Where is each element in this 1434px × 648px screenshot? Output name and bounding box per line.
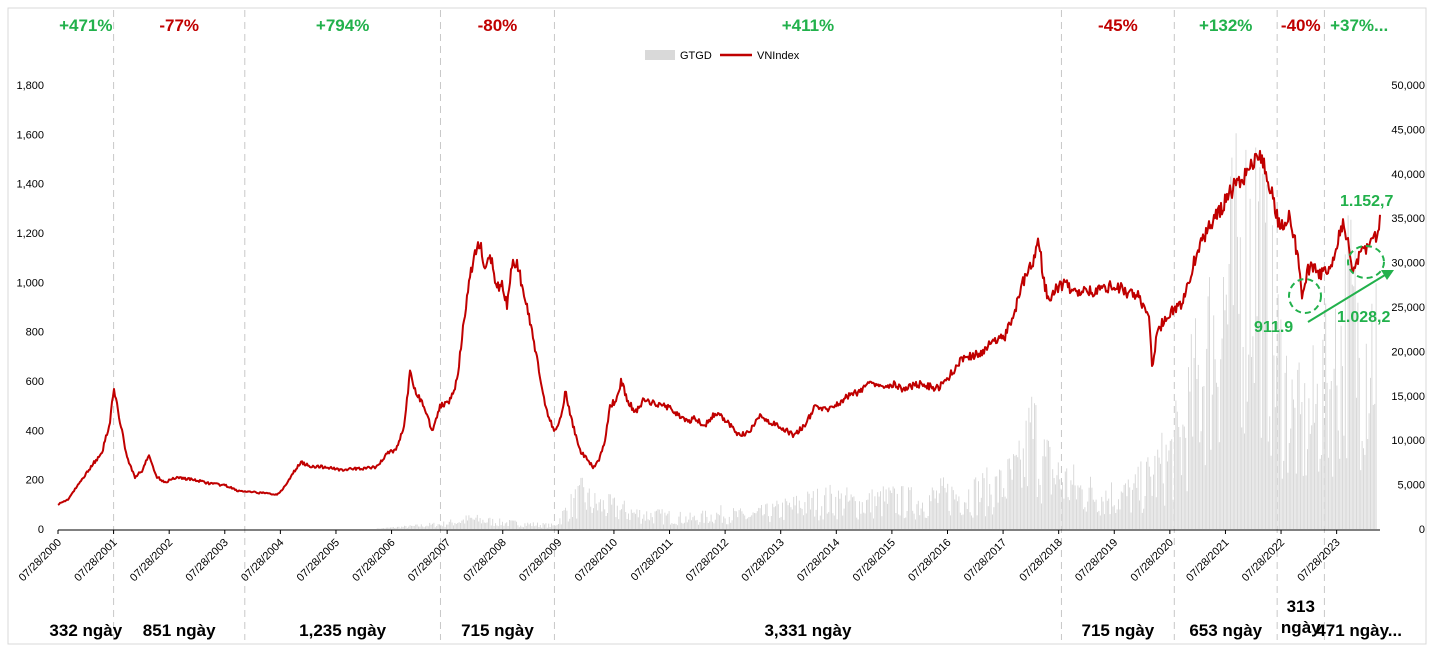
gtgd-bars [376, 133, 1377, 529]
x-axis-tick-label: 07/28/2008 [461, 537, 508, 584]
period-pct-label: +794% [316, 16, 369, 35]
x-axis-tick-label: 07/28/2002 [128, 537, 175, 584]
x-axis-tick-label: 07/28/2009 [517, 537, 564, 584]
x-axis-tick-label: 07/28/2000 [17, 537, 64, 584]
x-axis-tick-label: 07/28/2018 [1017, 537, 1064, 584]
period-days-label: 1,235 ngày [299, 621, 386, 640]
period-days-label: 715 ngày [461, 621, 534, 640]
period-pct-label: -80% [478, 16, 518, 35]
annotations: 1.152,7 911.9 1.028,2 [1254, 193, 1394, 336]
high-value-label: 1.152,7 [1340, 193, 1393, 210]
right-axis-tick: 5,000 [1397, 480, 1425, 492]
left-axis-tick: 800 [26, 327, 44, 339]
left-axis-tick: 400 [26, 425, 44, 437]
left-axis-tick: 200 [26, 475, 44, 487]
x-axis-tick-label: 07/28/2012 [684, 537, 731, 584]
trend-arrow-line [1307, 274, 1386, 323]
period-pct-label: -77% [159, 16, 199, 35]
x-axis: 07/28/2000 07/28/2001 07/28/2002 07/28/2003… [17, 529, 1380, 584]
period-pct-label: -45% [1098, 16, 1138, 35]
period-days-label: 3,331 ngày [764, 621, 851, 640]
legend-vnindex-label: VNIndex [757, 50, 800, 62]
right-axis-tick: 50,000 [1391, 80, 1425, 92]
x-axis-tick-label: 07/28/2020 [1129, 537, 1176, 584]
left-axis: 0 200 400 600 800 1,000 1,200 1,400 1,600 1,800 [16, 80, 44, 536]
x-axis-tick-label: 07/28/2006 [350, 537, 397, 584]
left-axis-tick: 1,200 [16, 228, 44, 240]
low2-circle [1347, 245, 1385, 279]
right-axis-tick: 35,000 [1391, 213, 1425, 225]
right-axis-tick: 25,000 [1391, 302, 1425, 314]
x-axis-tick-label: 07/28/2010 [573, 537, 620, 584]
right-axis-tick: 40,000 [1391, 169, 1425, 181]
period-pct-label: +471% [59, 16, 112, 35]
x-axis-tick-label: 07/28/2017 [962, 537, 1009, 584]
x-axis-tick-label: 07/28/2021 [1184, 537, 1231, 584]
period-pct-label: +132% [1199, 16, 1252, 35]
left-axis-tick: 1,800 [16, 80, 44, 92]
period-days-label: 851 ngày [143, 621, 216, 640]
x-axis-tick-label: 07/28/2023 [1295, 537, 1342, 584]
period-days-label: 471 ngày... [1316, 621, 1402, 640]
x-axis-tick-label: 07/28/2003 [183, 537, 230, 584]
x-axis-tick-label: 07/28/2007 [406, 537, 453, 584]
left-axis-tick: 1,400 [16, 179, 44, 191]
x-axis-tick-label: 07/28/2001 [72, 537, 119, 584]
left-axis-tick: 1,600 [16, 129, 44, 141]
period-dividers [113, 10, 1325, 640]
legend: GTGD VNIndex [645, 50, 800, 62]
vnindex-line [57, 149, 1381, 506]
left-axis-tick: 1,000 [16, 277, 44, 289]
period-days-label: ngày [1281, 618, 1321, 637]
x-axis-tick-label: 07/28/2019 [1073, 537, 1120, 584]
legend-gtgd-swatch [645, 50, 675, 60]
period-pct-label: +411% [782, 16, 834, 35]
period-pct-label: +37%... [1330, 16, 1388, 35]
period-days-label: 715 ngày [1081, 621, 1154, 640]
period-pct-label: -40% [1281, 16, 1321, 35]
right-axis-tick: 30,000 [1391, 258, 1425, 270]
low2-value-label: 1.028,2 [1337, 309, 1390, 326]
right-axis-tick: 10,000 [1391, 435, 1425, 447]
period-day-labels: 332 ngày 851 ngày 1,235 ngày 715 ngày 3,331 … [49, 597, 1402, 640]
period-percent-labels: +471% -77% +794% -80% +411% -45% +132% -40% +37%… [59, 16, 1388, 35]
period-days-label: 313 [1287, 597, 1315, 616]
low1-circle [1288, 278, 1322, 314]
left-axis-tick: 600 [26, 376, 44, 388]
right-axis: 0 5,000 10,000 15,000 20,000 25,000 30,000 35,0… [1391, 80, 1425, 536]
right-axis-tick: 15,000 [1391, 391, 1425, 403]
right-axis-tick: 0 [1419, 524, 1425, 536]
x-axis-tick-label: 07/28/2014 [795, 537, 842, 584]
low1-value-label: 911.9 [1254, 319, 1293, 336]
right-axis-tick: 20,000 [1391, 346, 1425, 358]
trend-arrow-head [1381, 270, 1394, 280]
x-axis-tick-label: 07/28/2015 [851, 537, 898, 584]
x-axis-tick-label: 07/28/2005 [295, 537, 342, 584]
left-axis-tick: 0 [38, 524, 44, 536]
right-axis-tick: 45,000 [1391, 124, 1425, 136]
x-axis-tick-label: 07/28/2013 [739, 537, 786, 584]
x-axis-tick-label: 07/28/2004 [239, 537, 286, 584]
period-days-label: 332 ngày [49, 621, 122, 640]
legend-gtgd-label: GTGD [680, 50, 712, 62]
period-days-label: 653 ngày [1189, 621, 1262, 640]
vnindex-line-group [57, 149, 1381, 506]
x-axis-tick-label: 07/28/2011 [629, 537, 676, 584]
chart-frame [7, 7, 1427, 645]
x-axis-tick-label: 07/28/2022 [1240, 537, 1287, 584]
x-axis-tick-label: 07/28/2016 [906, 537, 953, 584]
